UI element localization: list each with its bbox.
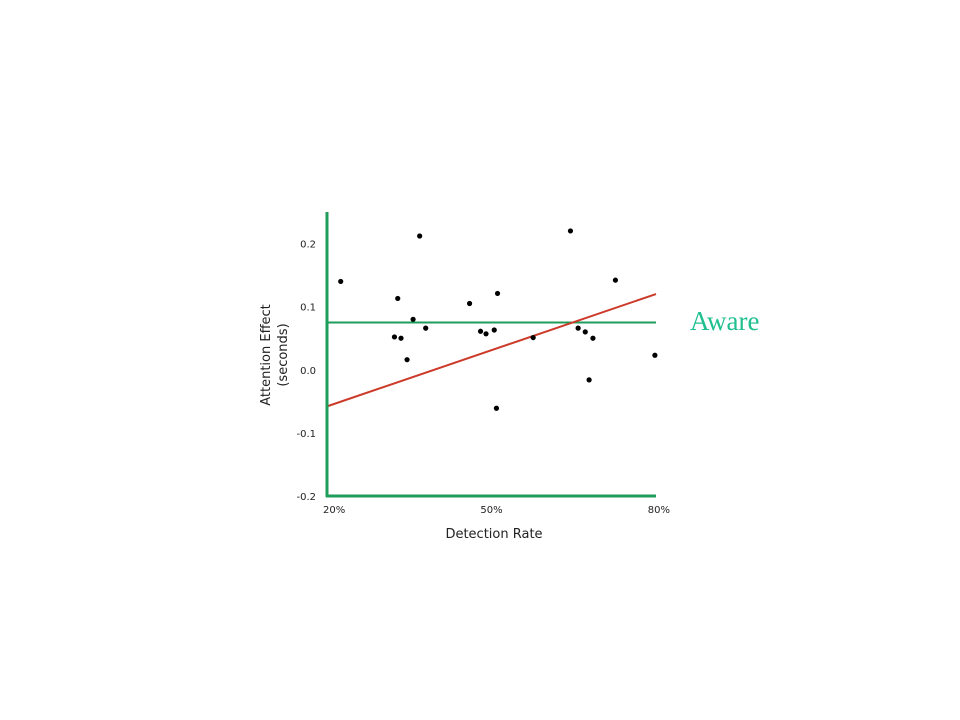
data-point [567, 228, 574, 234]
data-point [582, 329, 588, 335]
regression-line [326, 293, 657, 408]
data-point [493, 405, 500, 411]
data-point [466, 300, 473, 307]
data-points [338, 228, 658, 411]
data-point [398, 335, 404, 341]
y-tick-label: 0.1 [300, 303, 316, 314]
y-axis-title-group: Attention Effect (seconds) [259, 304, 291, 406]
data-point [652, 352, 658, 358]
data-point [423, 325, 429, 331]
data-point [417, 233, 423, 239]
x-tick-label: 50% [480, 505, 502, 516]
data-point [586, 377, 592, 383]
aware-annotation: Aware [690, 306, 760, 336]
tick-labels: 0.2 0.1 0.0 -0.1 -0.2 20% 50% 80% [296, 240, 670, 516]
y-tick-label: -0.2 [296, 492, 316, 503]
data-point [395, 295, 401, 302]
data-point [410, 316, 416, 322]
y-tick-label: 0.0 [300, 366, 316, 377]
x-tick-label: 80% [648, 505, 670, 516]
data-point [612, 277, 619, 283]
data-point [494, 290, 501, 297]
data-point [404, 357, 410, 363]
y-axis-subtitle: (seconds) [276, 323, 291, 386]
data-point [338, 278, 344, 285]
data-point [477, 328, 484, 334]
data-point [491, 327, 497, 333]
y-axis-title: Attention Effect [259, 304, 274, 406]
y-tick-label: 0.2 [300, 240, 316, 251]
x-axis-title: Detection Rate [445, 527, 542, 542]
data-point [483, 331, 489, 337]
data-point [391, 334, 398, 340]
data-point [575, 325, 581, 331]
x-tick-label: 20% [323, 505, 345, 516]
data-point [530, 334, 536, 341]
y-tick-label: -0.1 [296, 429, 316, 440]
data-point [590, 335, 596, 341]
